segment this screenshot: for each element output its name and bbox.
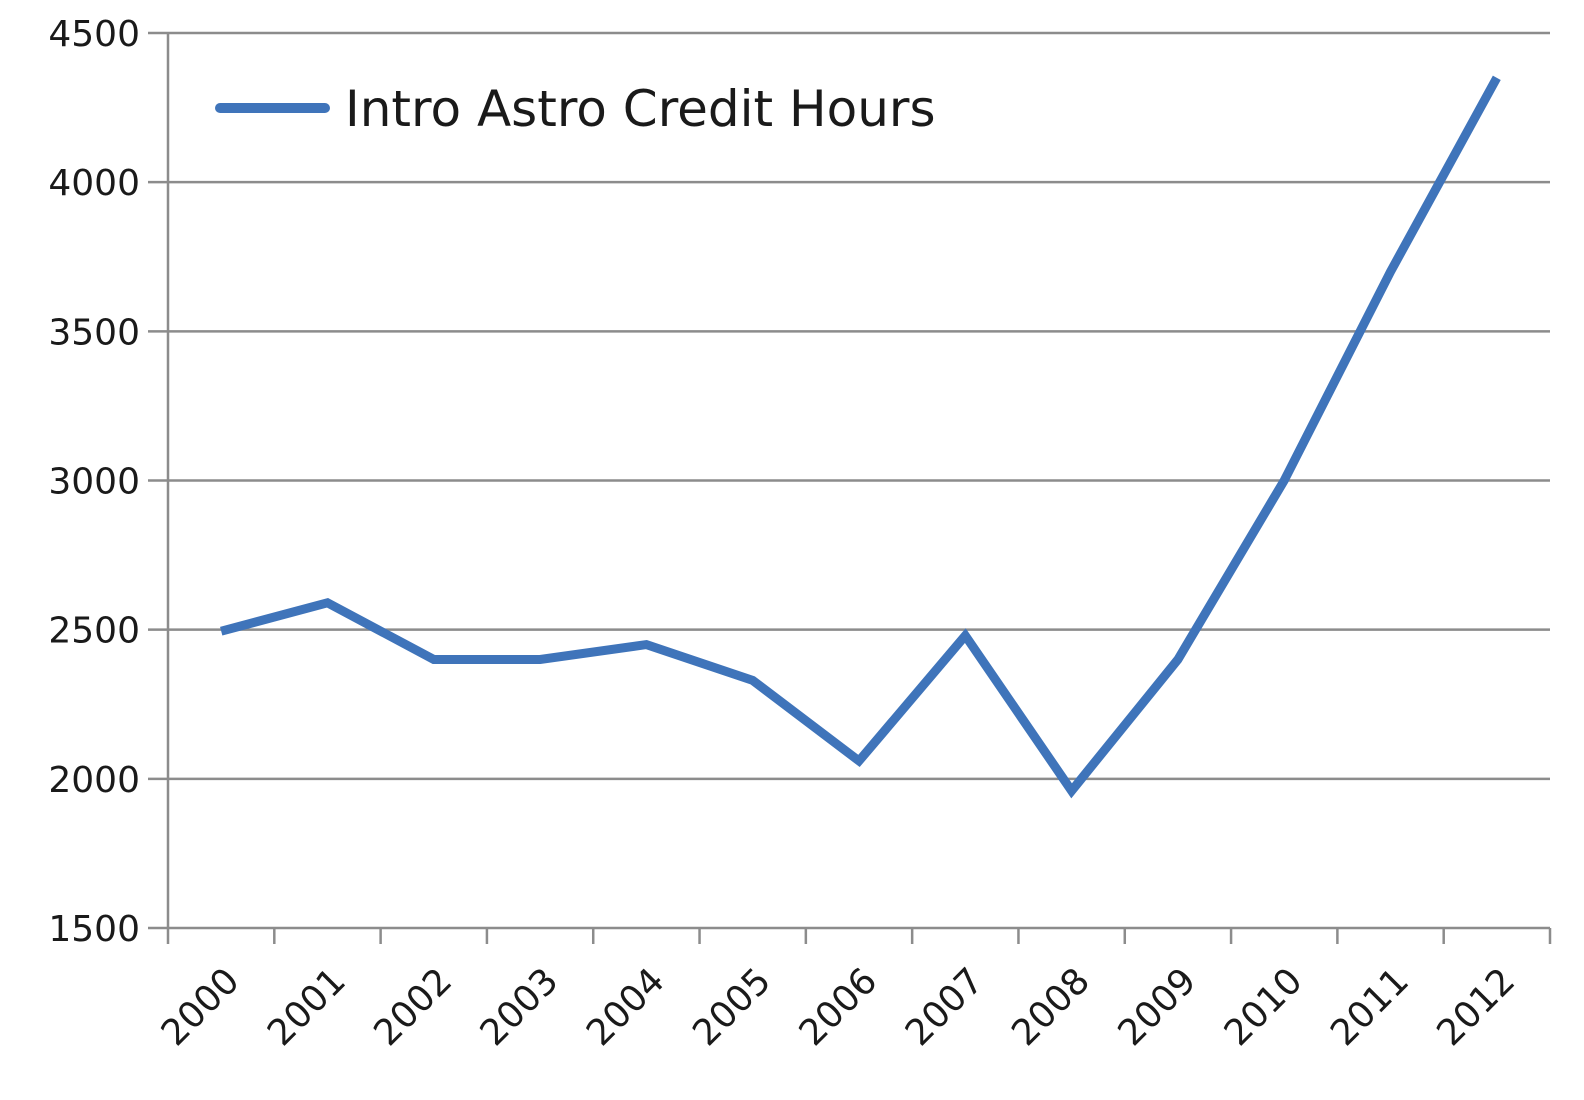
x-tick-label: 2011 (1323, 960, 1417, 1054)
x-tick-label: 2009 (1111, 960, 1205, 1054)
x-tick-label: 2007 (898, 960, 992, 1054)
y-tick-label: 4500 (48, 14, 140, 55)
y-tick-label: 4000 (48, 163, 140, 204)
series-line (220, 75, 1501, 799)
y-tick-label: 3500 (48, 312, 140, 353)
x-tick-label: 2005 (685, 960, 779, 1054)
x-tick-label: 2010 (1217, 960, 1311, 1054)
y-axis-tick-labels: 1500 2000 2500 3000 3500 4000 4500 (48, 14, 140, 950)
x-tick-label: 2003 (473, 960, 567, 1054)
x-tick-label: 2001 (260, 960, 354, 1054)
y-tick-label: 2000 (48, 760, 140, 801)
x-tick-label: 2004 (579, 960, 673, 1054)
axes (148, 31, 1552, 944)
gridlines (168, 31, 1550, 781)
series-lines (220, 75, 1501, 799)
y-tick-label: 3000 (48, 462, 140, 503)
legend: Intro Astro Credit Hours (215, 80, 936, 138)
legend-label: Intro Astro Credit Hours (345, 80, 936, 138)
x-tick-label: 2012 (1429, 960, 1523, 1054)
x-tick-label: 2006 (792, 960, 886, 1054)
y-tick-label: 2500 (48, 611, 140, 652)
x-tick-label: 2002 (366, 960, 460, 1054)
x-tick-label: 2008 (1004, 960, 1098, 1054)
y-tick-label: 1500 (48, 909, 140, 950)
x-tick-label: 2000 (154, 960, 248, 1054)
x-axis-tick-labels: 2000 2001 2002 2003 2004 2005 2006 2007 2008 2009… (154, 960, 1523, 1054)
